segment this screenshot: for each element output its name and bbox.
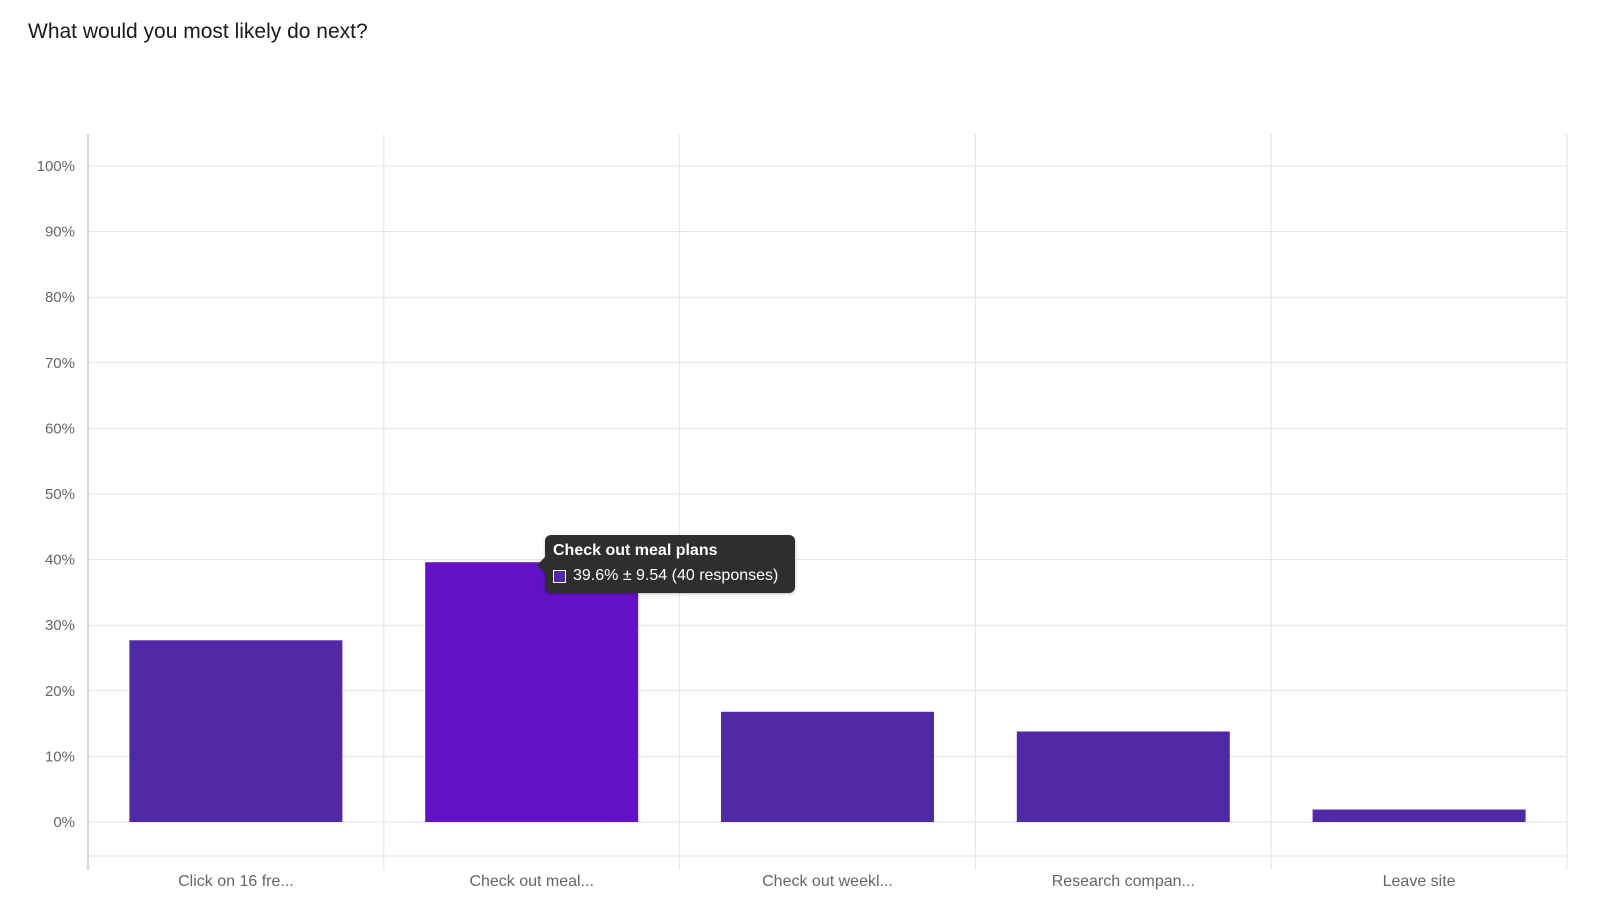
bar bbox=[721, 711, 934, 822]
question-title: What would you most likely do next? bbox=[28, 20, 368, 43]
y-tick-label: 40% bbox=[45, 552, 75, 569]
x-category-label: Leave site bbox=[1383, 873, 1456, 890]
y-tick-label: 30% bbox=[45, 617, 75, 634]
y-tick-label: 60% bbox=[45, 420, 75, 437]
tooltip-value-row: 39.6% ± 9.54 (40 responses) bbox=[553, 567, 787, 585]
y-tick-label: 10% bbox=[45, 748, 75, 765]
bar bbox=[129, 640, 343, 822]
y-tick-label: 90% bbox=[45, 224, 75, 241]
bar bbox=[425, 562, 639, 822]
bar bbox=[1312, 809, 1526, 822]
x-category-label: Check out meal... bbox=[469, 873, 594, 890]
y-tick-label: 100% bbox=[37, 158, 75, 175]
tooltip-swatch bbox=[553, 569, 566, 583]
chart-tooltip: Check out meal plans 39.6% ± 9.54 (40 re… bbox=[537, 535, 795, 593]
x-category-label: Click on 16 fre... bbox=[178, 873, 294, 890]
bar bbox=[1016, 731, 1230, 822]
y-tick-label: 50% bbox=[45, 486, 75, 503]
y-tick-label: 70% bbox=[45, 355, 75, 372]
x-category-label: Research compan... bbox=[1052, 873, 1195, 890]
y-tick-label: 20% bbox=[45, 683, 75, 700]
tooltip-title: Check out meal plans bbox=[553, 542, 718, 559]
x-category-label: Check out weekl... bbox=[762, 873, 893, 890]
y-tick-label: 80% bbox=[45, 289, 75, 306]
y-tick-label: 0% bbox=[53, 814, 75, 831]
tooltip-value-text: 39.6% ± 9.54 (40 responses) bbox=[573, 567, 779, 584]
